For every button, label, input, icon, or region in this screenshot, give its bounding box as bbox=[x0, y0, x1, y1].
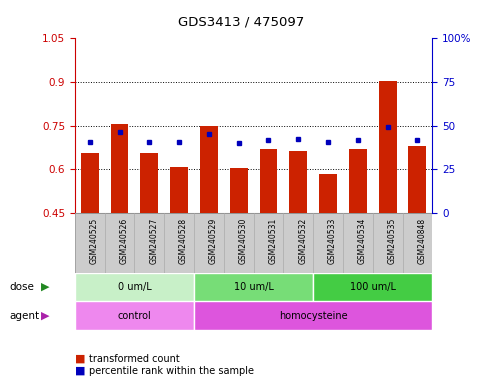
Bar bbox=[75, 273, 194, 301]
Text: dose: dose bbox=[10, 282, 35, 292]
Text: GSM240527: GSM240527 bbox=[149, 218, 158, 264]
Text: ▶: ▶ bbox=[41, 311, 49, 321]
Bar bbox=[81, 154, 99, 213]
Text: homocysteine: homocysteine bbox=[279, 311, 347, 321]
Text: GSM240532: GSM240532 bbox=[298, 218, 307, 264]
Text: GSM240530: GSM240530 bbox=[239, 218, 248, 264]
Text: GDS3413 / 475097: GDS3413 / 475097 bbox=[178, 15, 305, 28]
Bar bbox=[230, 168, 248, 213]
Text: control: control bbox=[117, 311, 151, 321]
Bar bbox=[379, 81, 397, 213]
Bar bbox=[141, 154, 158, 213]
Bar bbox=[259, 149, 277, 213]
Text: percentile rank within the sample: percentile rank within the sample bbox=[89, 366, 255, 376]
Text: ■: ■ bbox=[75, 366, 85, 376]
Text: GSM240534: GSM240534 bbox=[358, 218, 367, 264]
Text: GSM240528: GSM240528 bbox=[179, 218, 188, 264]
Text: GSM240533: GSM240533 bbox=[328, 218, 337, 264]
Text: GSM240525: GSM240525 bbox=[90, 218, 99, 264]
Text: ▶: ▶ bbox=[41, 282, 49, 292]
Text: 10 um/L: 10 um/L bbox=[234, 282, 273, 292]
Text: agent: agent bbox=[10, 311, 40, 321]
Bar bbox=[111, 124, 128, 213]
Text: GSM240529: GSM240529 bbox=[209, 218, 218, 264]
Text: transformed count: transformed count bbox=[89, 354, 180, 364]
Bar bbox=[75, 301, 194, 330]
Text: GSM240848: GSM240848 bbox=[417, 218, 426, 264]
Bar bbox=[319, 174, 337, 213]
Text: GSM240526: GSM240526 bbox=[120, 218, 128, 264]
Bar bbox=[349, 149, 367, 213]
Bar bbox=[200, 126, 218, 213]
Text: 100 um/L: 100 um/L bbox=[350, 282, 396, 292]
Bar bbox=[289, 151, 307, 213]
Bar bbox=[194, 301, 432, 330]
Bar bbox=[170, 167, 188, 213]
Text: GSM240531: GSM240531 bbox=[269, 218, 277, 264]
Text: GSM240535: GSM240535 bbox=[388, 218, 397, 264]
Text: ■: ■ bbox=[75, 354, 85, 364]
Bar bbox=[194, 273, 313, 301]
Bar bbox=[409, 146, 426, 213]
Bar bbox=[313, 273, 432, 301]
Text: 0 um/L: 0 um/L bbox=[117, 282, 151, 292]
